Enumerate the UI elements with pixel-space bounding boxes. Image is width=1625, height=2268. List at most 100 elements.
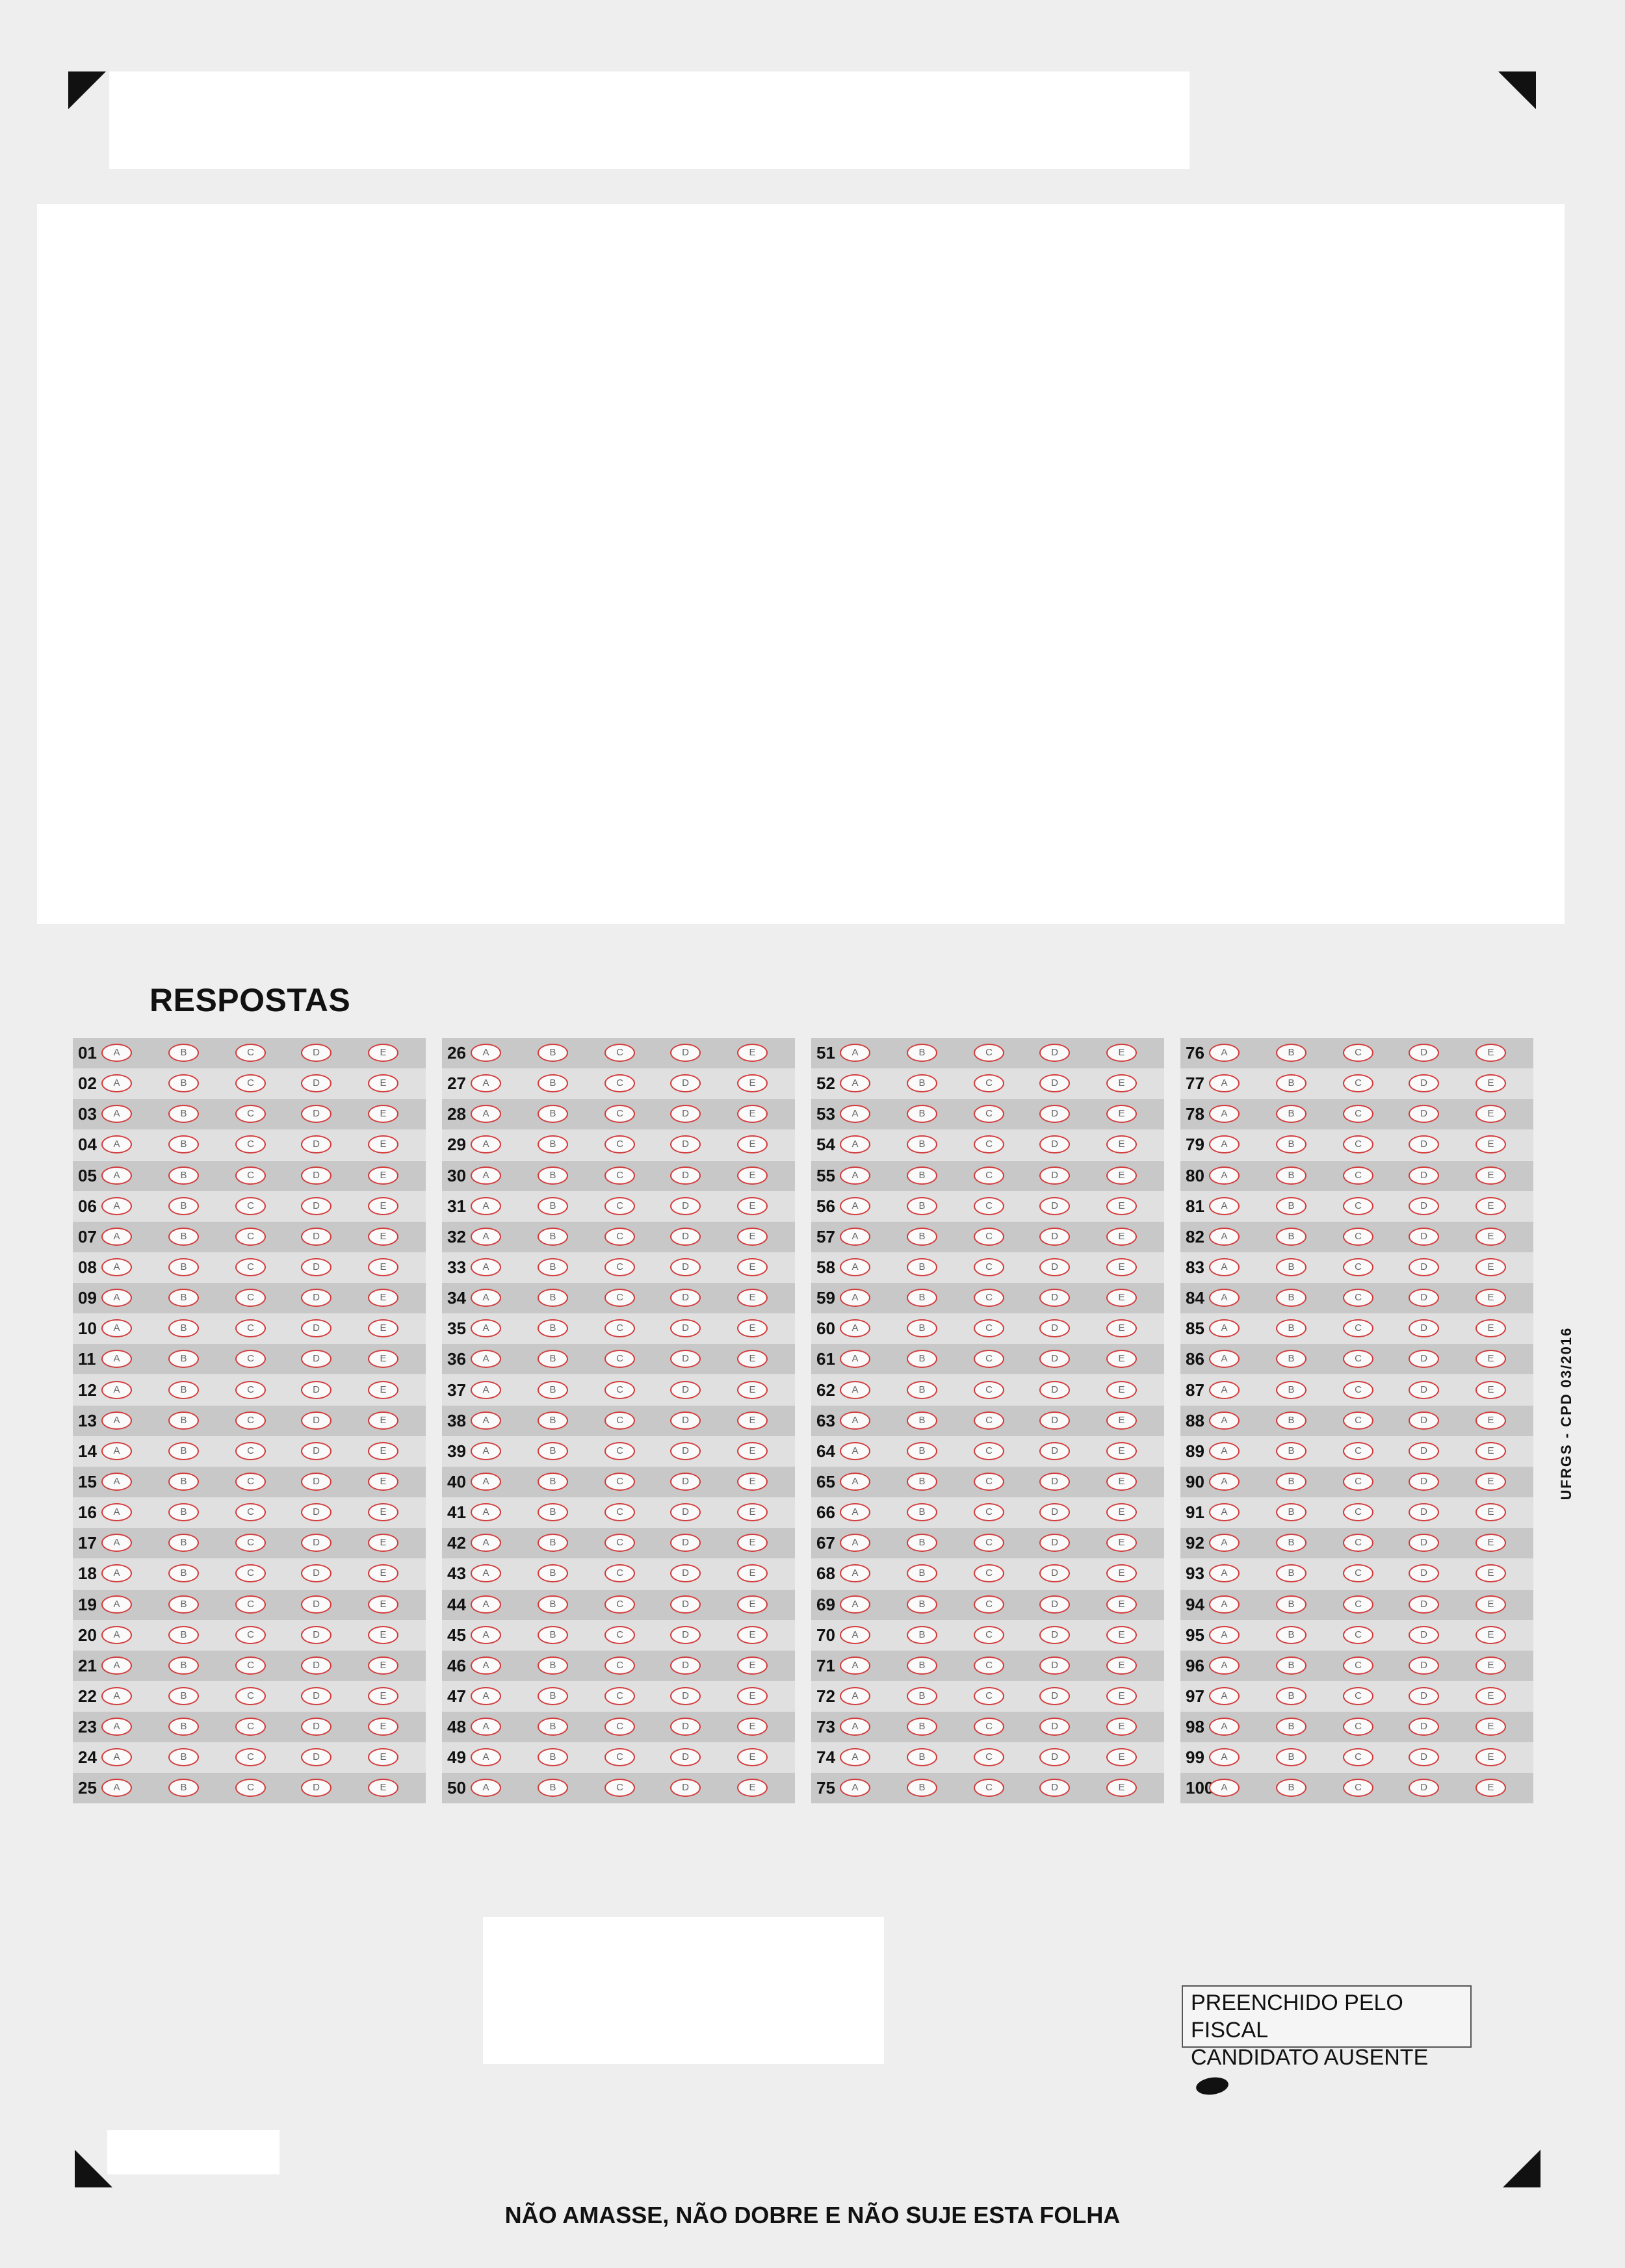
answer-bubble-a[interactable]: A xyxy=(471,1595,501,1614)
answer-bubble-b[interactable]: B xyxy=(907,1748,937,1767)
answer-bubble-b[interactable]: B xyxy=(907,1105,937,1124)
answer-bubble-b[interactable]: B xyxy=(1276,1074,1306,1093)
answer-bubble-d[interactable]: D xyxy=(670,1257,701,1276)
answer-bubble-d[interactable]: D xyxy=(670,1472,701,1491)
answer-bubble-d[interactable]: D xyxy=(1039,1257,1070,1276)
answer-bubble-b[interactable]: B xyxy=(538,1411,568,1430)
answer-bubble-d[interactable]: D xyxy=(670,1227,701,1246)
answer-bubble-c[interactable]: C xyxy=(235,1289,266,1308)
answer-bubble-a[interactable]: A xyxy=(840,1044,870,1062)
answer-bubble-d[interactable]: D xyxy=(1409,1380,1439,1399)
answer-bubble-a[interactable]: A xyxy=(471,1748,501,1767)
answer-bubble-a[interactable]: A xyxy=(101,1595,132,1614)
answer-bubble-d[interactable]: D xyxy=(301,1380,332,1399)
answer-bubble-c[interactable]: C xyxy=(604,1656,635,1675)
answer-bubble-e[interactable]: E xyxy=(1476,1196,1506,1215)
answer-bubble-b[interactable]: B xyxy=(907,1380,937,1399)
answer-bubble-a[interactable]: A xyxy=(471,1105,501,1124)
answer-bubble-a[interactable]: A xyxy=(840,1656,870,1675)
answer-bubble-c[interactable]: C xyxy=(974,1656,1004,1675)
answer-bubble-a[interactable]: A xyxy=(471,1441,501,1460)
answer-bubble-e[interactable]: E xyxy=(737,1105,768,1124)
answer-bubble-c[interactable]: C xyxy=(604,1503,635,1522)
answer-bubble-b[interactable]: B xyxy=(1276,1350,1306,1369)
answer-bubble-d[interactable]: D xyxy=(670,1441,701,1460)
answer-bubble-b[interactable]: B xyxy=(538,1686,568,1705)
answer-bubble-c[interactable]: C xyxy=(235,1503,266,1522)
answer-bubble-b[interactable]: B xyxy=(168,1074,199,1093)
answer-bubble-a[interactable]: A xyxy=(1209,1472,1240,1491)
answer-bubble-d[interactable]: D xyxy=(670,1625,701,1644)
answer-bubble-d[interactable]: D xyxy=(670,1166,701,1185)
answer-bubble-a[interactable]: A xyxy=(840,1350,870,1369)
answer-bubble-a[interactable]: A xyxy=(1209,1319,1240,1338)
answer-bubble-a[interactable]: A xyxy=(1209,1411,1240,1430)
answer-bubble-a[interactable]: A xyxy=(101,1534,132,1553)
answer-bubble-d[interactable]: D xyxy=(1409,1686,1439,1705)
answer-bubble-b[interactable]: B xyxy=(907,1595,937,1614)
answer-bubble-a[interactable]: A xyxy=(471,1718,501,1736)
answer-bubble-b[interactable]: B xyxy=(1276,1472,1306,1491)
answer-bubble-b[interactable]: B xyxy=(1276,1105,1306,1124)
answer-bubble-b[interactable]: B xyxy=(1276,1595,1306,1614)
answer-bubble-d[interactable]: D xyxy=(670,1289,701,1308)
answer-bubble-e[interactable]: E xyxy=(1476,1350,1506,1369)
answer-bubble-b[interactable]: B xyxy=(168,1257,199,1276)
answer-bubble-a[interactable]: A xyxy=(1209,1074,1240,1093)
answer-bubble-c[interactable]: C xyxy=(1343,1656,1373,1675)
answer-bubble-e[interactable]: E xyxy=(1476,1289,1506,1308)
answer-bubble-e[interactable]: E xyxy=(1476,1411,1506,1430)
answer-bubble-e[interactable]: E xyxy=(1476,1135,1506,1154)
answer-bubble-e[interactable]: E xyxy=(368,1227,398,1246)
answer-bubble-a[interactable]: A xyxy=(840,1686,870,1705)
answer-bubble-c[interactable]: C xyxy=(604,1044,635,1062)
answer-bubble-d[interactable]: D xyxy=(1039,1625,1070,1644)
answer-bubble-c[interactable]: C xyxy=(235,1625,266,1644)
answer-bubble-d[interactable]: D xyxy=(1039,1595,1070,1614)
answer-bubble-b[interactable]: B xyxy=(1276,1564,1306,1583)
answer-bubble-b[interactable]: B xyxy=(168,1196,199,1215)
answer-bubble-b[interactable]: B xyxy=(907,1044,937,1062)
answer-bubble-e[interactable]: E xyxy=(1476,1656,1506,1675)
answer-bubble-d[interactable]: D xyxy=(1409,1503,1439,1522)
answer-bubble-d[interactable]: D xyxy=(670,1135,701,1154)
answer-bubble-e[interactable]: E xyxy=(737,1534,768,1553)
answer-bubble-a[interactable]: A xyxy=(1209,1625,1240,1644)
answer-bubble-b[interactable]: B xyxy=(168,1227,199,1246)
answer-bubble-b[interactable]: B xyxy=(538,1564,568,1583)
answer-bubble-a[interactable]: A xyxy=(840,1534,870,1553)
answer-bubble-a[interactable]: A xyxy=(840,1074,870,1093)
answer-bubble-e[interactable]: E xyxy=(737,1564,768,1583)
answer-bubble-b[interactable]: B xyxy=(538,1166,568,1185)
answer-bubble-c[interactable]: C xyxy=(974,1718,1004,1736)
answer-bubble-d[interactable]: D xyxy=(301,1656,332,1675)
answer-bubble-c[interactable]: C xyxy=(604,1595,635,1614)
answer-bubble-e[interactable]: E xyxy=(737,1196,768,1215)
answer-bubble-a[interactable]: A xyxy=(471,1656,501,1675)
answer-bubble-b[interactable]: B xyxy=(1276,1718,1306,1736)
answer-bubble-d[interactable]: D xyxy=(301,1350,332,1369)
answer-bubble-e[interactable]: E xyxy=(368,1074,398,1093)
answer-bubble-d[interactable]: D xyxy=(301,1289,332,1308)
answer-bubble-e[interactable]: E xyxy=(1476,1748,1506,1767)
answer-bubble-a[interactable]: A xyxy=(840,1503,870,1522)
answer-bubble-c[interactable]: C xyxy=(1343,1105,1373,1124)
answer-bubble-d[interactable]: D xyxy=(301,1625,332,1644)
answer-bubble-e[interactable]: E xyxy=(1476,1380,1506,1399)
answer-bubble-d[interactable]: D xyxy=(1039,1380,1070,1399)
answer-bubble-a[interactable]: A xyxy=(101,1196,132,1215)
answer-bubble-b[interactable]: B xyxy=(168,1564,199,1583)
answer-bubble-a[interactable]: A xyxy=(471,1564,501,1583)
answer-bubble-c[interactable]: C xyxy=(1343,1074,1373,1093)
answer-bubble-e[interactable]: E xyxy=(1106,1196,1137,1215)
answer-bubble-b[interactable]: B xyxy=(538,1748,568,1767)
answer-bubble-e[interactable]: E xyxy=(1106,1625,1137,1644)
answer-bubble-a[interactable]: A xyxy=(840,1779,870,1798)
answer-bubble-e[interactable]: E xyxy=(368,1472,398,1491)
answer-bubble-b[interactable]: B xyxy=(168,1350,199,1369)
answer-bubble-b[interactable]: B xyxy=(1276,1748,1306,1767)
answer-bubble-c[interactable]: C xyxy=(1343,1748,1373,1767)
answer-bubble-b[interactable]: B xyxy=(168,1718,199,1736)
answer-bubble-e[interactable]: E xyxy=(368,1380,398,1399)
answer-bubble-e[interactable]: E xyxy=(368,1595,398,1614)
